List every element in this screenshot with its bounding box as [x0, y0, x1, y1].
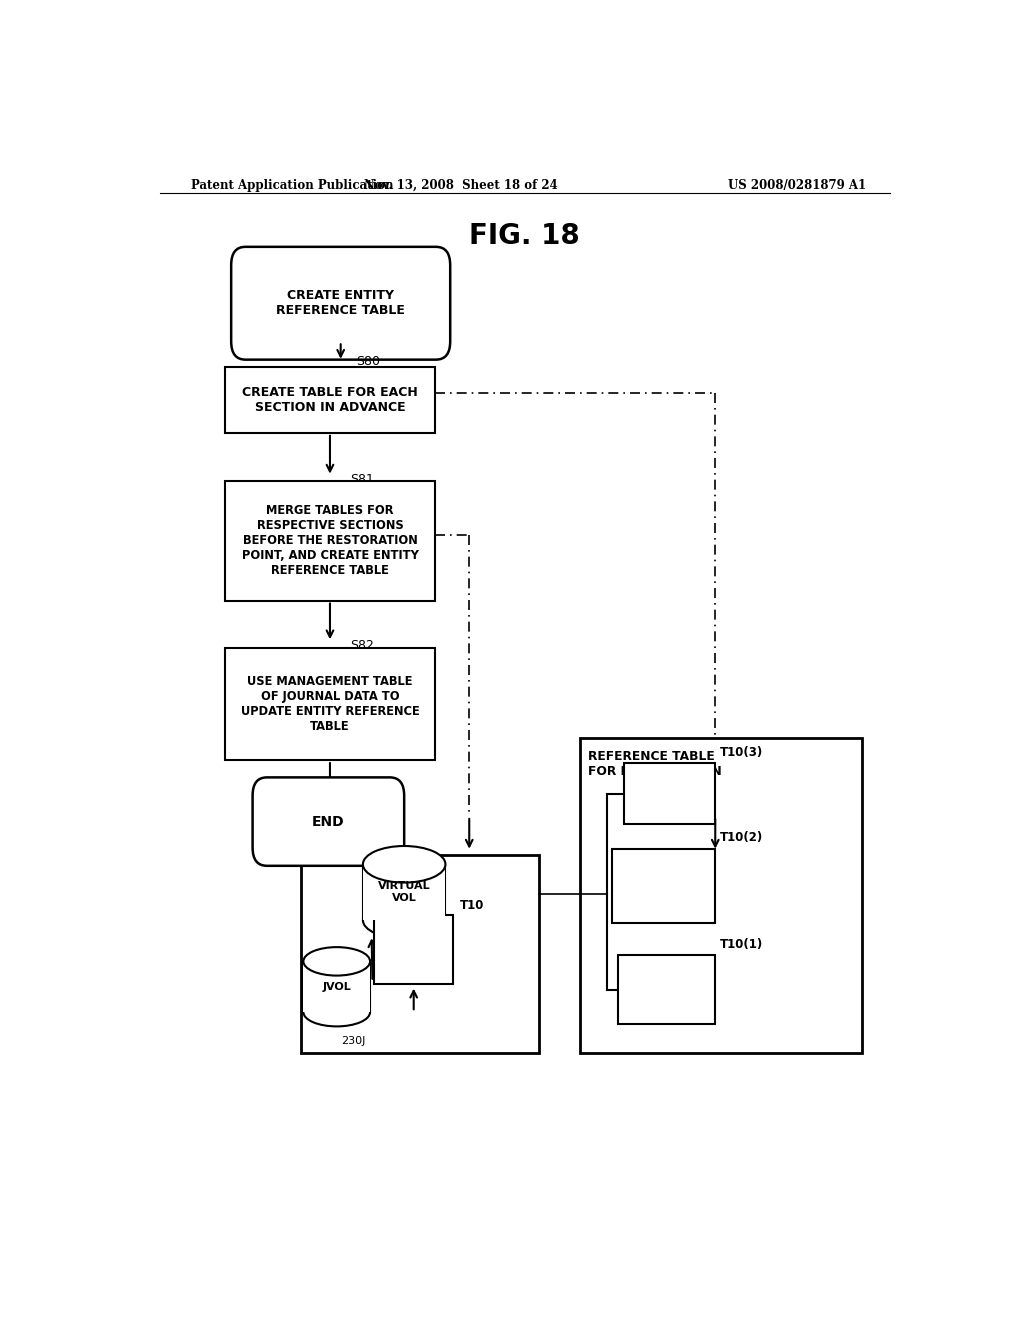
- Text: USE MANAGEMENT TABLE
OF JOURNAL DATA TO
UPDATE ENTITY REFERENCE
TABLE: USE MANAGEMENT TABLE OF JOURNAL DATA TO …: [241, 676, 420, 733]
- Text: Nov. 13, 2008  Sheet 18 of 24: Nov. 13, 2008 Sheet 18 of 24: [365, 178, 558, 191]
- Ellipse shape: [303, 998, 370, 1027]
- Text: JVOL: JVOL: [323, 982, 351, 991]
- FancyBboxPatch shape: [231, 247, 451, 359]
- Bar: [303, 961, 370, 1012]
- Text: S81: S81: [350, 473, 374, 486]
- Text: US 2008/0281879 A1: US 2008/0281879 A1: [728, 178, 866, 191]
- Text: 230J: 230J: [341, 1036, 366, 1045]
- Bar: [624, 763, 715, 824]
- Text: T10(3): T10(3): [720, 746, 763, 759]
- Text: VIRTUAL
VOL: VIRTUAL VOL: [378, 882, 430, 903]
- Text: CREATE TABLE FOR EACH
SECTION IN ADVANCE: CREATE TABLE FOR EACH SECTION IN ADVANCE: [242, 385, 418, 413]
- Text: S80: S80: [356, 355, 381, 368]
- Bar: [225, 648, 435, 760]
- Text: T10(1): T10(1): [720, 939, 763, 952]
- Bar: [374, 915, 454, 983]
- Text: T10: T10: [460, 899, 484, 912]
- Text: MERGE TABLES FOR
RESPECTIVE SECTIONS
BEFORE THE RESTORATION
POINT, AND CREATE EN: MERGE TABLES FOR RESPECTIVE SECTIONS BEF…: [242, 504, 419, 577]
- Text: FIG. 18: FIG. 18: [469, 222, 581, 249]
- Ellipse shape: [303, 948, 370, 975]
- FancyBboxPatch shape: [253, 777, 404, 866]
- Bar: [618, 956, 715, 1024]
- Text: Patent Application Publication: Patent Application Publication: [191, 178, 394, 191]
- Bar: [301, 854, 539, 1053]
- Text: S82: S82: [350, 639, 374, 652]
- Bar: [581, 738, 862, 1053]
- Text: END: END: [312, 814, 345, 829]
- Ellipse shape: [362, 902, 445, 939]
- Text: T10(2): T10(2): [720, 832, 763, 845]
- Bar: [612, 849, 715, 923]
- Bar: [225, 367, 435, 433]
- Text: REFERENCE TABLE
FOR EACH SECTION: REFERENCE TABLE FOR EACH SECTION: [588, 750, 722, 777]
- Text: CREATE ENTITY
REFERENCE TABLE: CREATE ENTITY REFERENCE TABLE: [276, 289, 406, 317]
- Bar: [225, 480, 435, 601]
- Ellipse shape: [362, 846, 445, 883]
- Bar: [362, 865, 445, 920]
